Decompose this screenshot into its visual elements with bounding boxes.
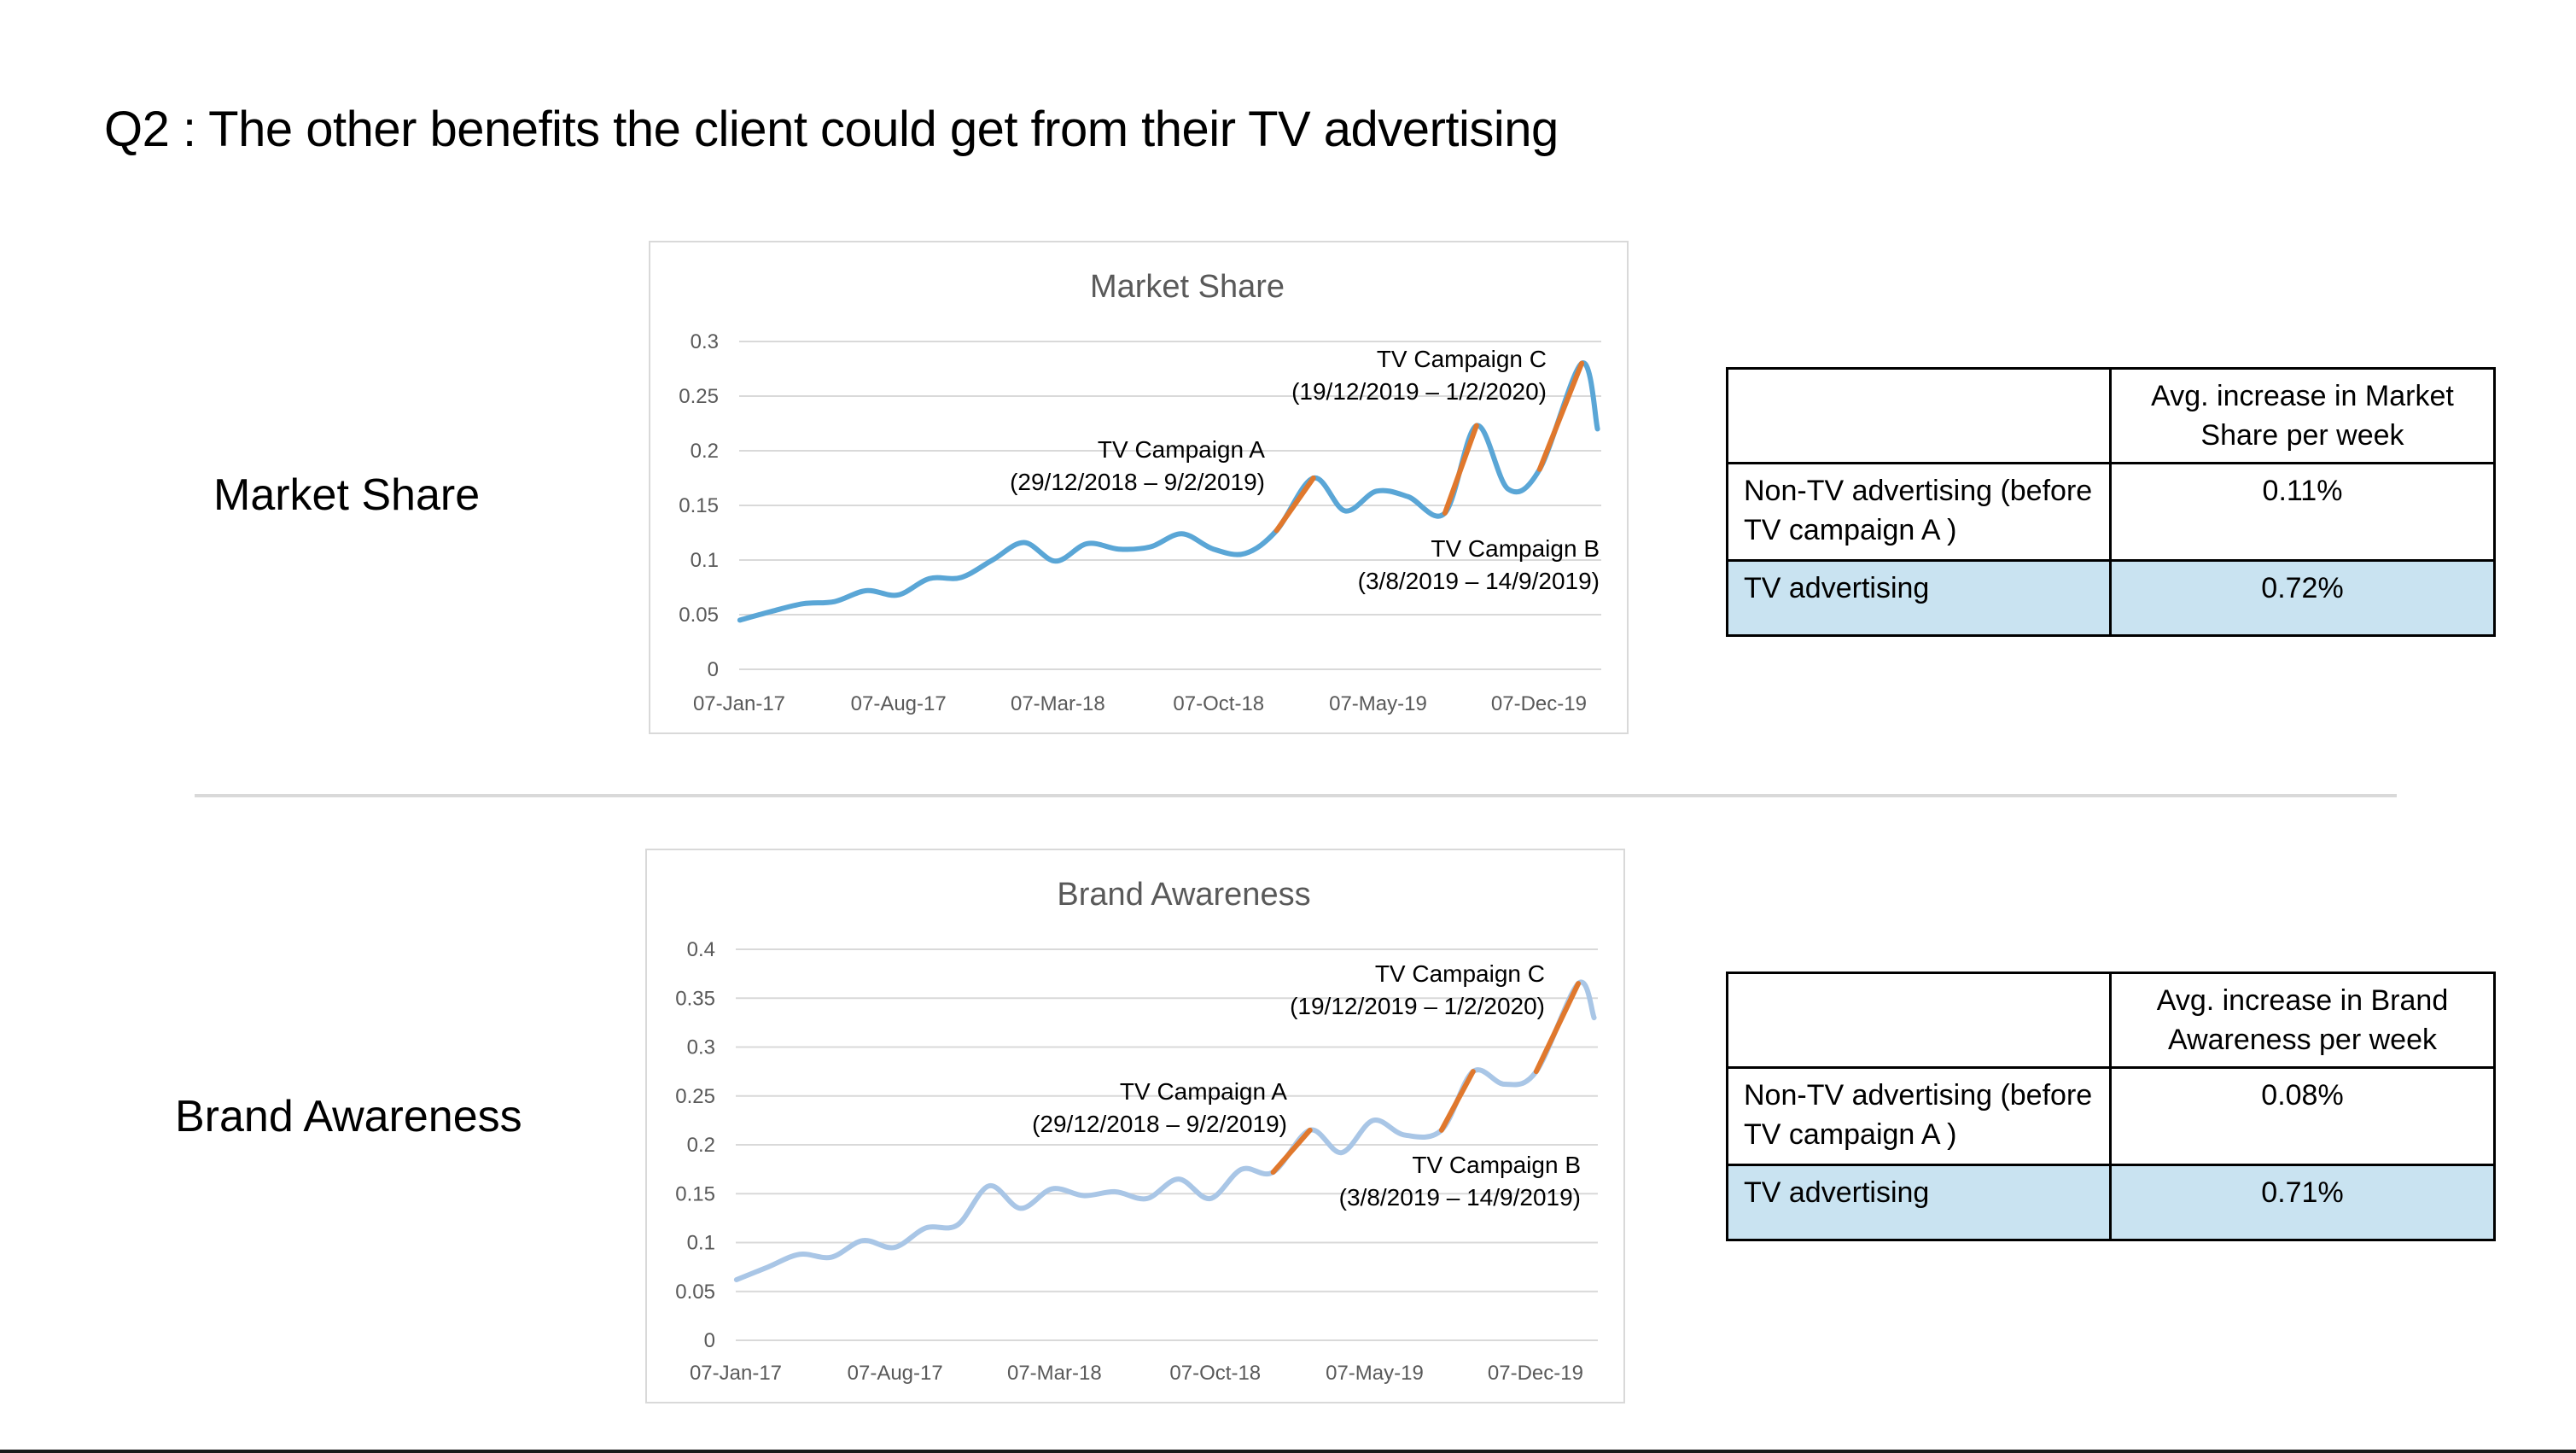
- table-header-row: Avg. increase in Market Share per week: [1726, 367, 2496, 464]
- campaign-annotation-period: (19/12/2019 – 1/2/2020): [1291, 378, 1547, 405]
- campaign-annotation-name: TV Campaign C: [1377, 346, 1547, 372]
- y-tick-label: 0.05: [675, 1281, 715, 1304]
- section-label-brand-awareness: Brand Awareness: [175, 1092, 522, 1141]
- table-row: TV advertising 0.71%: [1726, 1164, 2496, 1241]
- x-tick-label: 07-Oct-18: [1173, 692, 1264, 715]
- campaign-annotation-name: TV Campaign C: [1375, 960, 1545, 987]
- y-tick-label: 0.3: [687, 1036, 715, 1059]
- x-tick-label: 07-May-19: [1329, 692, 1427, 715]
- campaign-annotation-name: TV Campaign B: [1431, 535, 1600, 562]
- campaign-annotation-period: (19/12/2019 – 1/2/2020): [1290, 993, 1545, 1019]
- x-tick-label: 07-Dec-19: [1488, 1362, 1583, 1385]
- y-tick-label: 0.1: [691, 549, 719, 572]
- table-header-row: Avg. increase in Brand Awareness per wee…: [1726, 972, 2496, 1069]
- campaign-segment: [1533, 981, 1582, 1075]
- y-tick-label: 0.35: [675, 987, 715, 1010]
- row-value: 0.11%: [2109, 462, 2496, 562]
- brand-awareness-chart: Brand Awareness 0 0.05 0.1 0.15 0.2 0.25 0.3 0.3…: [645, 849, 1625, 1403]
- row-label: Non-TV advertising (before TV campaign A…: [1726, 462, 2112, 562]
- y-tick-label: 0.25: [675, 1085, 715, 1108]
- y-tick-label: 0.15: [679, 494, 719, 517]
- x-tick-label: 07-Mar-18: [1011, 692, 1105, 715]
- y-tick-label: 0.2: [687, 1134, 715, 1157]
- x-tick-label: 07-Dec-19: [1491, 692, 1587, 715]
- campaign-annotation-period: (29/12/2018 – 9/2/2019): [1032, 1111, 1287, 1137]
- y-tick-label: 0.2: [691, 440, 719, 463]
- y-tick-label: 0: [704, 1329, 715, 1352]
- campaign-segment: [1442, 423, 1479, 516]
- campaign-segment: [1270, 1127, 1313, 1176]
- table-row: Non-TV advertising (before TV campaign A…: [1726, 462, 2496, 562]
- campaign-segment: [1438, 1069, 1476, 1133]
- slide-title: Q2 : The other benefits the client could…: [104, 102, 1559, 157]
- y-tick-label: 0.1: [687, 1232, 715, 1255]
- table-header-metric: Avg. increase in Market Share per week: [2109, 367, 2496, 464]
- x-tick-label: 07-Jan-17: [693, 692, 785, 715]
- section-label-market-share: Market Share: [213, 470, 481, 520]
- campaign-annotation-period: (3/8/2019 – 14/9/2019): [1339, 1184, 1581, 1211]
- chart-title: Brand Awareness: [1057, 877, 1310, 913]
- row-value: 0.08%: [2109, 1066, 2496, 1166]
- y-tick-label: 0.15: [675, 1182, 715, 1205]
- y-tick-label: 0.4: [687, 938, 715, 961]
- table-header-empty: [1726, 972, 2112, 1069]
- table-row: Non-TV advertising (before TV campaign A…: [1726, 1066, 2496, 1166]
- campaign-annotation-name: TV Campaign B: [1412, 1152, 1581, 1178]
- market-share-table: Avg. increase in Market Share per week N…: [1726, 367, 2496, 637]
- brand-awareness-table: Avg. increase in Brand Awareness per wee…: [1726, 972, 2496, 1241]
- bottom-border-line: [0, 1450, 2576, 1453]
- campaign-annotation-name: TV Campaign A: [1098, 436, 1265, 463]
- table-header-metric: Avg. increase in Brand Awareness per wee…: [2109, 972, 2496, 1069]
- section-divider: [195, 794, 2397, 797]
- campaign-segment: [1273, 476, 1316, 534]
- campaign-segment: [1536, 360, 1585, 472]
- market-share-chart: Market Share 0 0.05 0.1 0.15 0.2 0.25 0.3 07-Jan…: [649, 241, 1629, 734]
- row-label: Non-TV advertising (before TV campaign A…: [1726, 1066, 2112, 1166]
- row-label: TV advertising: [1726, 1164, 2112, 1241]
- y-tick-label: 0.05: [679, 604, 719, 627]
- x-tick-label: 07-May-19: [1326, 1362, 1424, 1385]
- table-header-empty: [1726, 367, 2112, 464]
- x-tick-label: 07-Mar-18: [1007, 1362, 1102, 1385]
- brand-awareness-chart-svg: Brand Awareness 0 0.05 0.1 0.15 0.2 0.25 0.3 0.3…: [675, 877, 1598, 1385]
- row-value: 0.72%: [2109, 559, 2496, 637]
- row-value: 0.71%: [2109, 1164, 2496, 1241]
- chart-title: Market Share: [1090, 269, 1285, 305]
- y-tick-label: 0.3: [691, 330, 719, 353]
- y-tick-label: 0: [708, 658, 719, 681]
- market-share-chart-svg: Market Share 0 0.05 0.1 0.15 0.2 0.25 0.3 07-Jan…: [679, 269, 1601, 715]
- x-tick-label: 07-Aug-17: [851, 692, 947, 715]
- x-tick-label: 07-Aug-17: [848, 1362, 943, 1385]
- table-row: TV advertising 0.72%: [1726, 559, 2496, 637]
- campaign-annotation-period: (3/8/2019 – 14/9/2019): [1358, 568, 1600, 594]
- row-label: TV advertising: [1726, 559, 2112, 637]
- x-tick-label: 07-Jan-17: [690, 1362, 782, 1385]
- campaign-annotation-name: TV Campaign A: [1120, 1078, 1287, 1105]
- y-tick-label: 0.25: [679, 385, 719, 408]
- campaign-annotation-period: (29/12/2018 – 9/2/2019): [1010, 469, 1265, 495]
- x-tick-label: 07-Oct-18: [1169, 1362, 1261, 1385]
